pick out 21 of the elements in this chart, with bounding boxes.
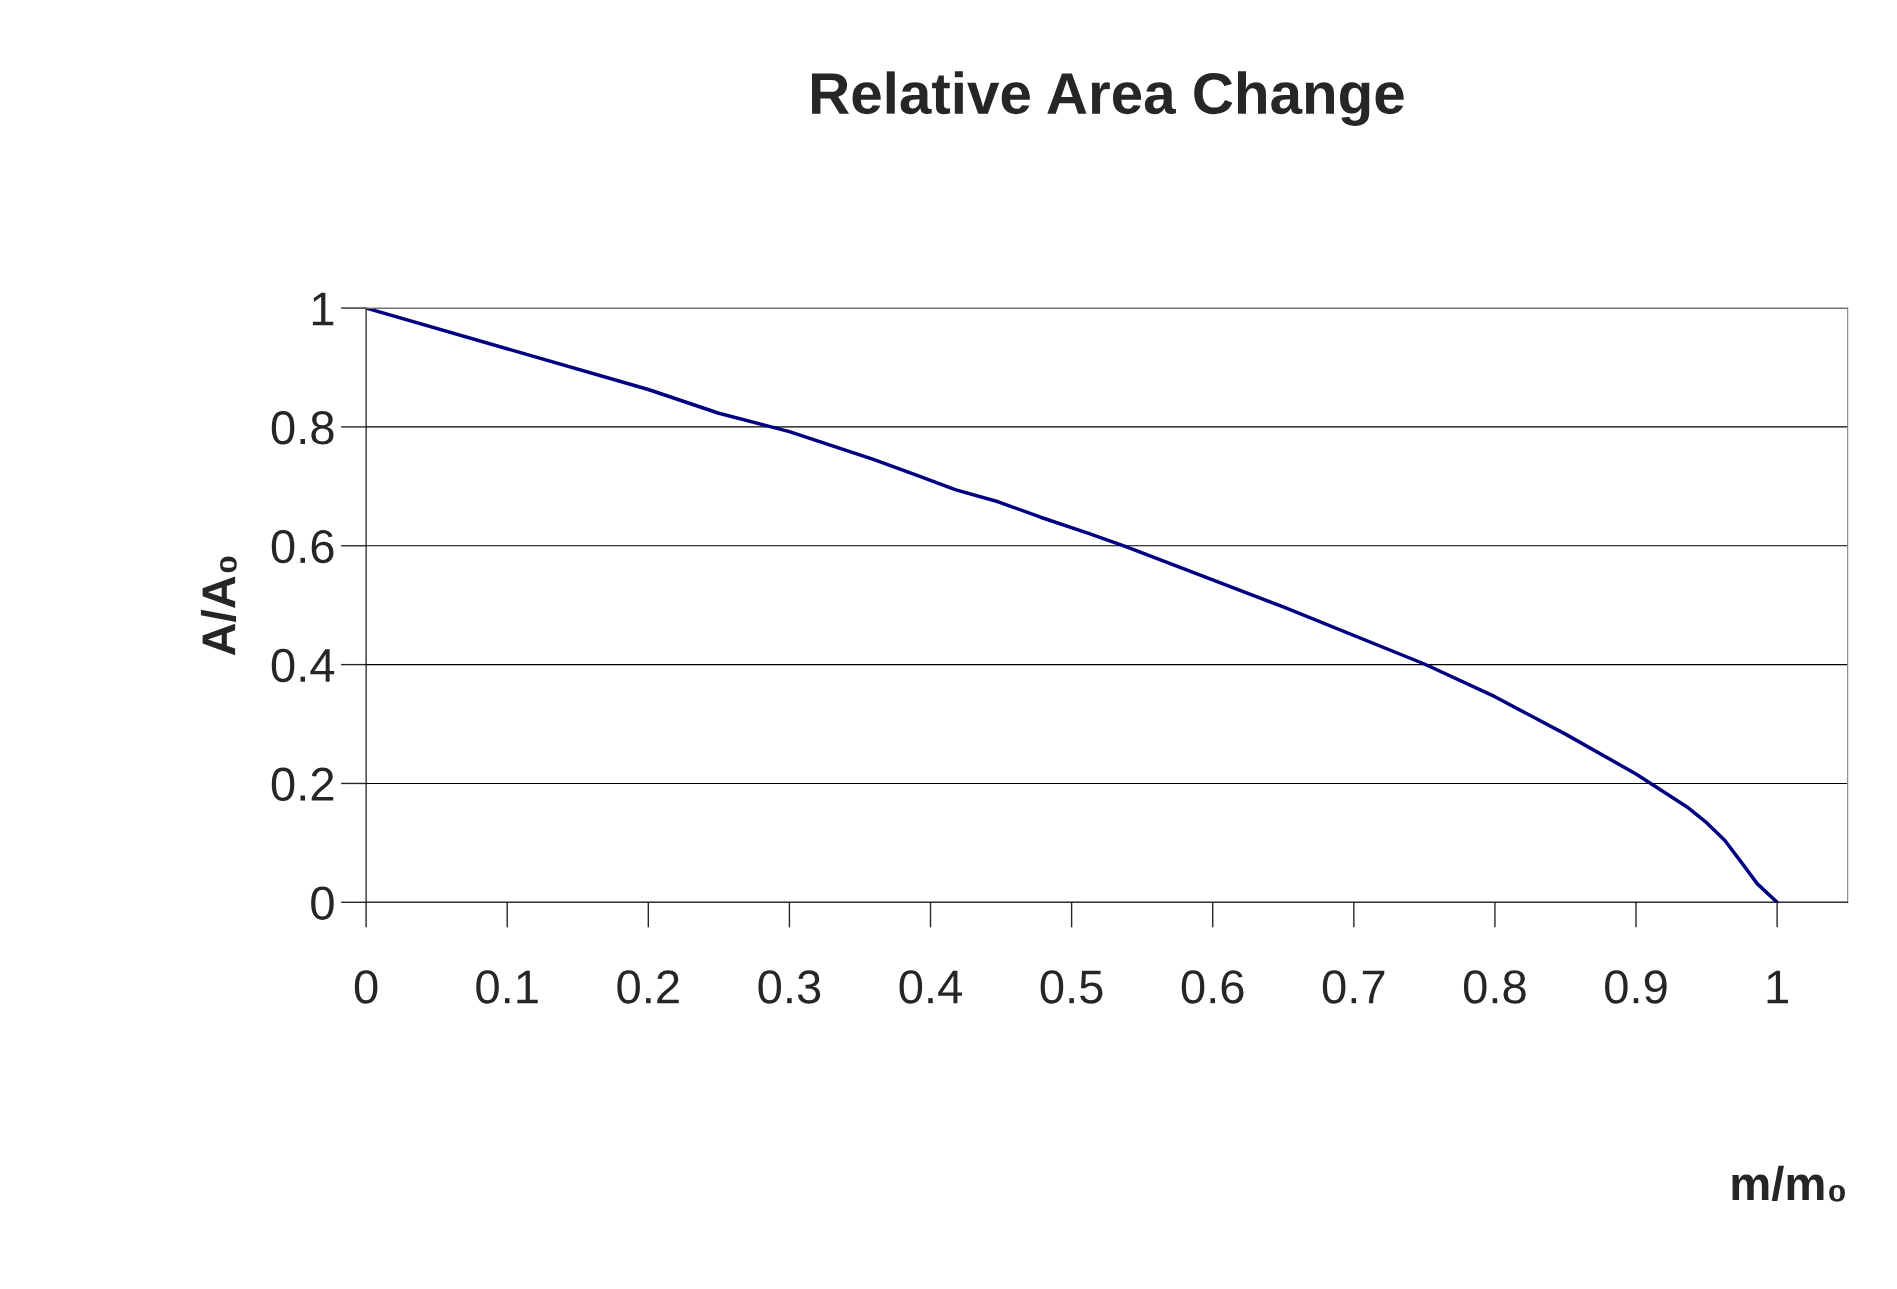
line-series — [366, 308, 1779, 903]
x-tick-label: 0.3 — [758, 970, 821, 1004]
y-tick-label: 0.8 — [271, 411, 334, 445]
x-tick-label: 0.9 — [1605, 970, 1667, 1004]
y-tick-label: 0.6 — [271, 529, 334, 564]
chart-title: Relative Area Change — [812, 71, 1404, 126]
y-tick-label: 0.4 — [271, 648, 335, 683]
x-tick-label: 0.2 — [617, 970, 679, 1004]
y-tick-label: 1 — [312, 292, 334, 326]
x-tick-label: 0.4 — [899, 970, 962, 1004]
y-tick-label: 0.2 — [271, 767, 334, 802]
x-tick-label: 0 — [354, 970, 378, 1004]
x-tick-label: 0.8 — [1463, 970, 1526, 1004]
y-tick-label: 0 — [311, 886, 334, 920]
x-tick-label: 0.1 — [476, 970, 538, 1004]
x-tick-label: 0.7 — [1322, 970, 1385, 1004]
x-tick-label: 0.5 — [1040, 970, 1103, 1004]
x-tick-label: 0.6 — [1181, 970, 1244, 1004]
x-axis-title: m/m₀ — [1732, 1165, 1845, 1202]
y-axis-title: A/A₀ — [200, 556, 237, 656]
x-tick-label: 1 — [1767, 970, 1788, 1004]
